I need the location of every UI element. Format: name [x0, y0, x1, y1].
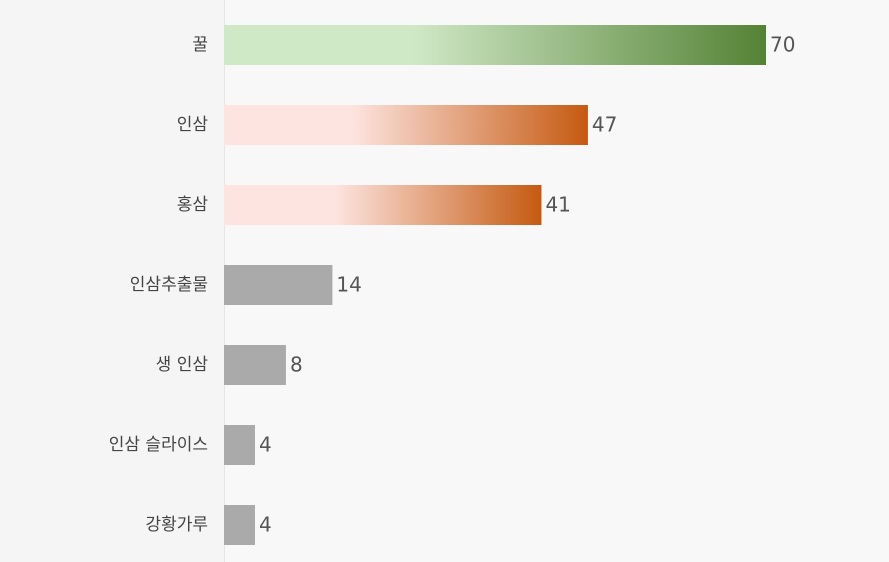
- bar: [224, 345, 286, 385]
- value-label: 41: [545, 193, 570, 217]
- bar: [224, 505, 255, 545]
- value-label: 8: [290, 353, 303, 377]
- bar: [224, 25, 766, 65]
- bar: [224, 185, 542, 225]
- category-label: 인삼: [177, 115, 209, 135]
- value-label: 4: [259, 433, 272, 457]
- bar: [224, 425, 255, 465]
- plot-area: [224, 0, 889, 562]
- value-label: 70: [770, 33, 795, 57]
- category-label: 강황가루: [145, 515, 208, 535]
- category-label: 인삼추출물: [130, 275, 208, 295]
- value-label: 4: [259, 513, 272, 537]
- bar: [224, 105, 588, 145]
- category-label: 생 인삼: [156, 355, 209, 375]
- category-label: 홍삼: [177, 195, 209, 215]
- value-label: 14: [336, 273, 361, 297]
- bar: [224, 265, 333, 305]
- category-label: 꿀: [192, 35, 208, 55]
- category-label: 인삼 슬라이스: [109, 435, 208, 455]
- value-label: 47: [592, 113, 617, 137]
